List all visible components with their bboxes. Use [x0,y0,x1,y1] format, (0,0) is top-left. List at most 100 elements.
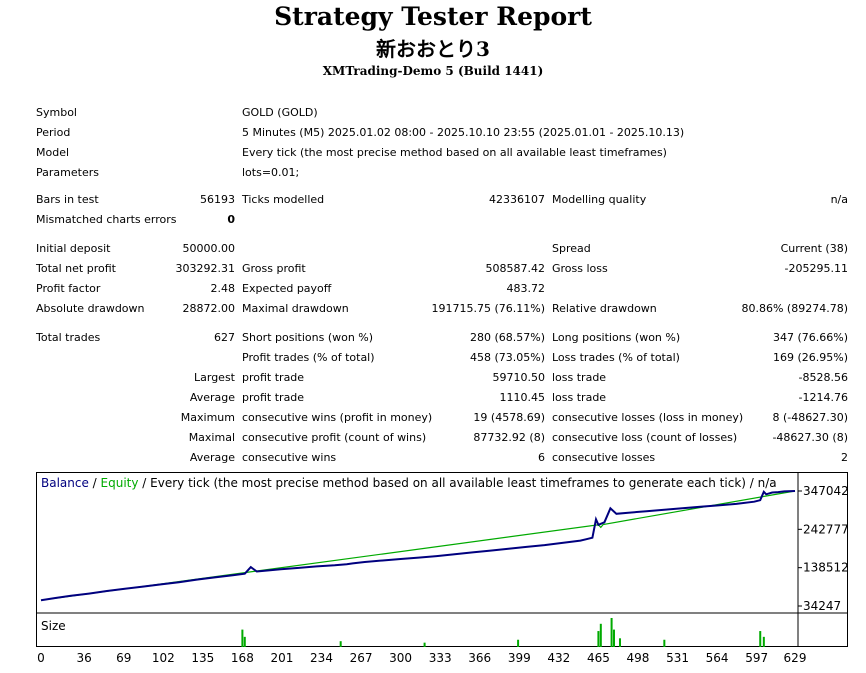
absolute-drawdown-label: Absolute drawdown [36,302,145,315]
profit-factor-label: Profit factor [36,282,101,295]
spread-value: Current (38) [780,242,848,255]
loss-trades-label: Loss trades (% of total) [552,351,680,364]
maximal-cons-profit-label: consecutive profit (count of wins) [242,431,427,444]
x-tick-label: 135 [191,651,214,665]
max-cons-losses-label: consecutive losses (loss in money) [552,411,744,424]
x-tick-label: 399 [508,651,531,665]
largest-loss-value: -8528.56 [798,371,848,384]
avg-cons-losses-label: consecutive losses [552,451,656,464]
maximal-label: Maximal [188,431,235,444]
net-profit-value: 303292.31 [175,262,236,275]
symbol-label: Symbol [36,106,77,119]
avg-cons-wins-value: 6 [538,451,545,464]
average-label: Average [189,391,235,404]
x-tick-label: 498 [627,651,650,665]
x-tick-label: 102 [152,651,175,665]
x-tick-label: 432 [547,651,570,665]
short-positions-value: 280 (68.57%) [469,331,545,344]
max-cons-wins-label: consecutive wins (profit in money) [242,411,433,424]
gross-profit-label: Gross profit [242,262,306,275]
model-value: Every tick (the most precise method base… [242,146,667,159]
average-profit-label: profit trade [242,391,305,404]
long-positions-value: 347 (76.66%) [772,331,848,344]
y-tick-label: 242777 [803,522,849,536]
expected-payoff-label: Expected payoff [242,282,332,295]
y-tick-label: 347042 [803,484,849,498]
expected-payoff-value: 483.72 [506,282,546,295]
average-loss-value: -1214.76 [798,391,848,404]
ticks-label: Ticks modelled [242,193,325,206]
profit-trades-value: 458 (73.05%) [469,351,545,364]
mismatched-errors-label: Mismatched charts errors [36,213,177,226]
profit-trades-label: Profit trades (% of total) [242,351,375,364]
x-tick-label: 564 [706,651,729,665]
maximal-cons-loss-value: -48627.30 (8) [772,431,848,444]
mismatched-errors-value: 0 [227,213,235,226]
legend-description: / Every tick (the most precise method ba… [138,476,776,490]
relative-drawdown-label: Relative drawdown [552,302,657,315]
total-trades-value: 627 [214,331,235,344]
modelling-quality-value: n/a [830,193,848,206]
y-tick-label: 34247 [803,599,841,613]
relative-drawdown-value: 80.86% (89274.78) [741,302,848,315]
largest-profit-value: 59710.50 [492,371,546,384]
x-tick-label: 69 [116,651,131,665]
volume-bar [423,642,426,647]
y-tick-label: 138512 [803,561,849,575]
average-loss-label: loss trade [552,391,607,404]
legend-balance: Balance [41,476,89,490]
gross-profit-value: 508587.42 [485,262,546,275]
volume-bar [517,639,520,647]
legend-equity: Equity [101,476,139,490]
gross-loss-label: Gross loss [552,262,608,275]
initial-deposit-label: Initial deposit [36,242,111,255]
x-tick-label: 0 [37,651,45,665]
volume-bar [599,623,602,647]
legend-separator: / [89,476,101,490]
x-tick-label: 300 [389,651,412,665]
x-tick-label: 465 [587,651,610,665]
volume-bar [663,639,666,647]
modelling-quality-label: Modelling quality [552,193,647,206]
parameters-label: Parameters [36,166,99,179]
max-cons-wins-value: 19 (4578.69) [473,411,545,424]
report-title: Strategy Tester Report [274,2,592,31]
server-build: XMTrading-Demo 5 (Build 1441) [322,64,544,78]
period-label: Period [36,126,71,139]
x-tick-label: 36 [77,651,92,665]
maximal-cons-profit-value: 87732.92 (8) [473,431,545,444]
x-tick-label: 234 [310,651,333,665]
absolute-drawdown-value: 28872.00 [182,302,236,315]
volume-bar [759,631,762,647]
maximum-label: Maximum [180,411,235,424]
profit-factor-value: 2.48 [210,282,236,295]
ticks-value: 42336107 [489,193,545,206]
volume-bar [241,629,244,647]
initial-deposit-value: 50000.00 [182,242,236,255]
average-cons-label: Average [189,451,235,464]
period-value: 5 Minutes (M5) 2025.01.02 08:00 - 2025.1… [242,126,685,139]
volume-bar [339,641,342,647]
avg-cons-wins-label: consecutive wins [242,451,337,464]
volume-bar [597,631,600,647]
x-tick-label: 629 [784,651,807,665]
net-profit-label: Total net profit [36,262,116,275]
equity-series-line [40,490,796,601]
spread-label: Spread [552,242,591,255]
long-positions-label: Long positions (won %) [552,331,681,344]
balance-chart [36,472,848,647]
bars-value: 56193 [200,193,235,206]
volume-bar [243,636,246,647]
x-tick-label: 531 [666,651,689,665]
largest-profit-label: profit trade [242,371,305,384]
loss-trades-value: 169 (26.95%) [772,351,848,364]
x-tick-label: 366 [468,651,491,665]
volume-label: Size [41,619,66,633]
largest-loss-label: loss trade [552,371,607,384]
bars-label: Bars in test [36,193,99,206]
balance-series-line [40,490,796,602]
maximal-drawdown-value: 191715.75 (76.11%) [431,302,545,315]
legend-line: Balance / Equity / Every tick (the most … [41,476,777,490]
short-positions-label: Short positions (won %) [242,331,374,344]
